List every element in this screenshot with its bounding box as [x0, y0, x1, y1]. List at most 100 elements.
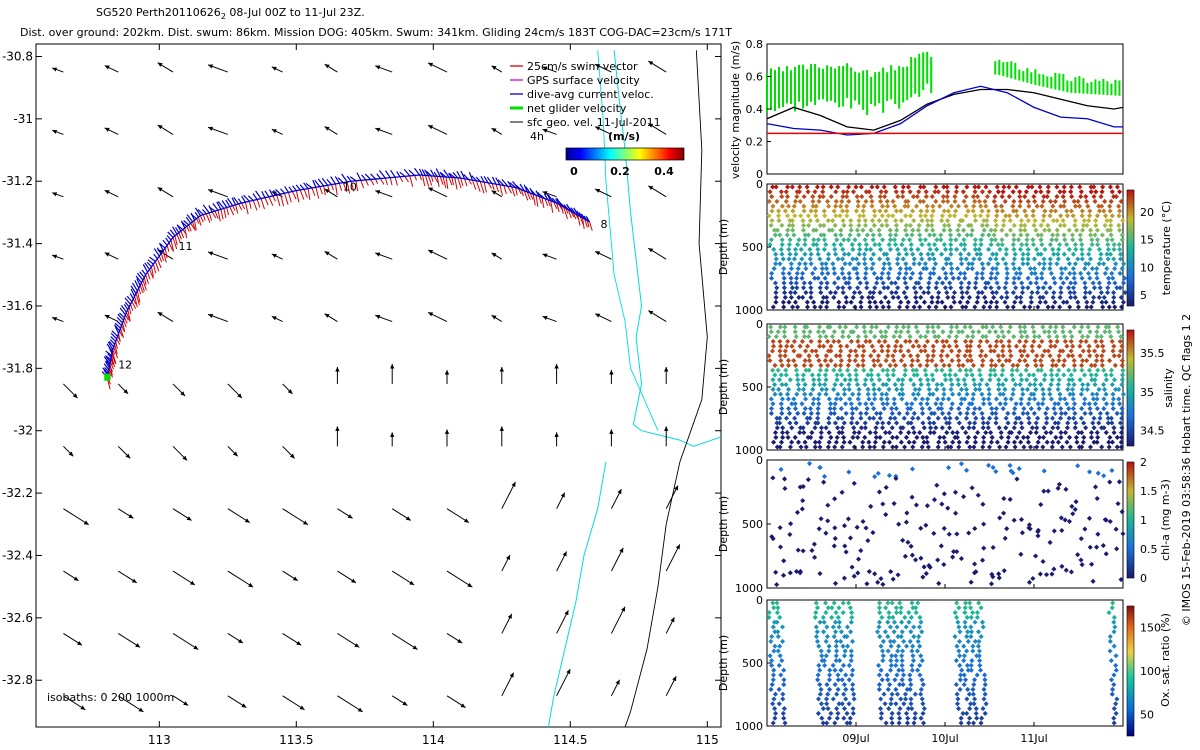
dac-vector: [418, 168, 424, 176]
dac-vector: [119, 307, 126, 316]
map-xtick-label: 114.5: [553, 733, 587, 747]
swim-vector: [120, 328, 125, 338]
dac-vector: [202, 209, 207, 215]
swim-vector: [260, 198, 265, 210]
geo-vector-head: [104, 127, 110, 132]
oxygen-panel-frame: [766, 599, 1124, 727]
data-point: [910, 227, 916, 233]
salinity-colorbar-gradient: [1126, 329, 1135, 447]
geo-vector: [665, 675, 677, 697]
data-point: [856, 222, 862, 228]
dac-vector: [247, 195, 254, 201]
geo-vector: [491, 252, 503, 260]
geo-vector-head: [675, 544, 680, 550]
dac-vector: [111, 330, 119, 337]
dac-vector: [142, 264, 149, 273]
swim-vector: [384, 177, 388, 186]
data-point: [831, 242, 837, 248]
data-point: [904, 285, 910, 291]
data-point: [913, 294, 919, 300]
data-point: [907, 213, 914, 219]
geo-vector-head: [542, 315, 548, 321]
data-point: [855, 198, 861, 204]
geo-vector-head: [491, 128, 497, 133]
swim-vector: [451, 177, 454, 185]
geo-vector: [335, 426, 340, 447]
dac-vector: [305, 182, 313, 189]
geo-vector: [227, 570, 254, 588]
geo-vector: [104, 189, 119, 198]
data-point: [812, 304, 818, 310]
geo-vector: [335, 366, 340, 384]
swim-vector: [113, 346, 119, 359]
swim-vector: [424, 175, 430, 187]
swim-vector: [132, 298, 137, 305]
geo-vector-head: [412, 645, 418, 650]
dac-vector: [295, 184, 301, 191]
swim-vector: [197, 216, 202, 226]
temperature-colorbar-gradient: [1126, 189, 1135, 307]
geo-vector: [594, 313, 612, 323]
geo-vector: [172, 508, 192, 521]
data-point: [831, 266, 837, 272]
day-tick-label: 11Jul: [1020, 732, 1047, 745]
geo-vector: [594, 188, 612, 198]
swim-vector: [323, 185, 326, 196]
swim-vector: [156, 258, 162, 269]
geo-vector-head: [405, 516, 411, 521]
geo-vector-head: [182, 455, 188, 461]
swim-vector: [190, 223, 195, 230]
swim-vector: [138, 288, 142, 295]
geo-vector-head: [180, 391, 186, 396]
geo-vector-head: [183, 701, 189, 706]
data-point: [835, 285, 841, 291]
data-point: [833, 189, 839, 195]
geo-vector: [104, 65, 119, 73]
geo-vector-head: [232, 451, 238, 457]
data-point: [835, 256, 841, 262]
geo-vector: [282, 570, 299, 582]
geo-vector: [324, 250, 338, 260]
swim-vector: [136, 290, 141, 303]
geo-vector-head: [664, 366, 669, 372]
geo-vector-head: [491, 252, 497, 258]
temperature-panel: 0 500 1000 Depth (m) 5 10 15 20: [717, 178, 1154, 317]
data-point: [822, 275, 828, 281]
data-point: [870, 261, 876, 267]
data-point: [824, 285, 830, 291]
data-point: [881, 261, 887, 267]
geo-vector: [610, 488, 622, 509]
swim-vector: [119, 330, 123, 337]
geo-vector: [324, 126, 338, 135]
geo-vector: [337, 695, 363, 713]
dac-vector: [312, 179, 317, 188]
swim-vector: [399, 176, 404, 183]
geo-vector-head: [566, 669, 571, 675]
swim-vector: [563, 206, 568, 220]
swim-vector: [168, 242, 174, 251]
dac-vector: [241, 195, 246, 203]
data-point: [806, 222, 812, 228]
swim-vector: [315, 187, 320, 199]
day-label: 10: [343, 181, 357, 194]
chla-colorbar-gradient: [1126, 461, 1135, 579]
geo-vector-head: [208, 64, 214, 69]
geo-vector-head: [511, 481, 516, 487]
data-point: [791, 256, 797, 262]
swim-vector: [109, 365, 114, 372]
swim-vector: [164, 247, 168, 259]
dac-vector: [160, 243, 166, 249]
geo-vector-head: [271, 129, 277, 134]
geo-vector-head: [289, 453, 295, 459]
geo-vector-head: [157, 62, 163, 67]
swim-vector: [154, 261, 160, 272]
swim-vector: [483, 182, 487, 193]
swim-vector: [276, 194, 281, 206]
geo-vector-head: [287, 389, 293, 394]
data-point: [850, 256, 856, 262]
data-point: [848, 227, 854, 233]
data-point: [808, 285, 814, 291]
data-point: [817, 194, 823, 200]
swim-vector: [256, 199, 261, 208]
